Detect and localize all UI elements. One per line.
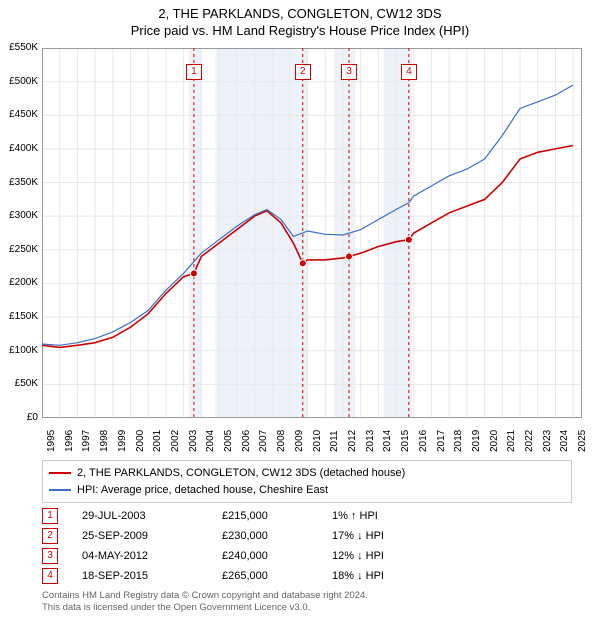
sale-date: 25-SEP-2009	[82, 530, 222, 542]
x-tick-label: 2024	[559, 430, 570, 452]
sale-number-box: 1	[42, 508, 58, 524]
footer-line1: Contains HM Land Registry data © Crown c…	[42, 590, 572, 602]
legend: 2, THE PARKLANDS, CONGLETON, CW12 3DS (d…	[42, 460, 572, 503]
y-tick-label: £300K	[2, 210, 38, 221]
sale-price: £240,000	[222, 550, 332, 562]
legend-swatch	[49, 472, 71, 474]
y-tick-label: £150K	[2, 311, 38, 322]
chart-svg	[42, 48, 582, 418]
sale-row: 4 18-SEP-2015£265,00018% ↓ HPI	[42, 566, 572, 586]
sale-marker-box: 3	[341, 64, 357, 80]
sale-hpi-delta: 18% ↓ HPI	[332, 570, 452, 582]
sale-date: 04-MAY-2012	[82, 550, 222, 562]
x-tick-label: 2001	[152, 430, 163, 452]
x-tick-label: 2014	[382, 430, 393, 452]
legend-label: HPI: Average price, detached house, Ches…	[77, 482, 328, 499]
title-line2: Price paid vs. HM Land Registry's House …	[0, 23, 600, 40]
title-line1: 2, THE PARKLANDS, CONGLETON, CW12 3DS	[0, 6, 600, 23]
x-axis-labels: 1995 1996 1997 1998 1999 2000 2001 2002 2003 2004…	[42, 422, 582, 462]
x-tick-label: 2006	[241, 430, 252, 452]
sale-price: £230,000	[222, 530, 332, 542]
legend-swatch	[49, 489, 71, 491]
x-tick-label: 2025	[577, 430, 588, 452]
x-tick-label: 2019	[471, 430, 482, 452]
legend-item: 2, THE PARKLANDS, CONGLETON, CW12 3DS (d…	[49, 465, 565, 482]
x-tick-label: 1998	[99, 430, 110, 452]
sale-hpi-delta: 12% ↓ HPI	[332, 550, 452, 562]
x-tick-label: 2011	[329, 430, 340, 452]
sale-price: £215,000	[222, 510, 332, 522]
y-tick-label: £500K	[2, 76, 38, 87]
chart-title: 2, THE PARKLANDS, CONGLETON, CW12 3DS Pr…	[0, 0, 600, 40]
footer-line2: This data is licensed under the Open Gov…	[42, 602, 572, 614]
legend-label: 2, THE PARKLANDS, CONGLETON, CW12 3DS (d…	[77, 465, 405, 482]
y-tick-label: £550K	[2, 42, 38, 53]
x-tick-label: 1995	[46, 430, 57, 452]
x-tick-label: 1997	[81, 430, 92, 452]
chart-plot-area: 1 2 3 4	[42, 48, 582, 418]
x-tick-label: 1996	[64, 430, 75, 452]
sale-number-box: 4	[42, 568, 58, 584]
sale-date: 18-SEP-2015	[82, 570, 222, 582]
sale-marker-box: 2	[295, 64, 311, 80]
y-tick-label: £100K	[2, 345, 38, 356]
sale-hpi-delta: 17% ↓ HPI	[332, 530, 452, 542]
y-tick-label: £200K	[2, 277, 38, 288]
x-tick-label: 2017	[436, 430, 447, 452]
x-tick-label: 1999	[117, 430, 128, 452]
x-tick-label: 2010	[312, 430, 323, 452]
x-tick-label: 2003	[188, 430, 199, 452]
sale-marker-box: 1	[186, 64, 202, 80]
x-tick-label: 2016	[418, 430, 429, 452]
y-tick-label: £250K	[2, 244, 38, 255]
sale-row: 2 25-SEP-2009£230,00017% ↓ HPI	[42, 526, 572, 546]
x-tick-label: 2009	[294, 430, 305, 452]
x-tick-label: 2018	[453, 430, 464, 452]
x-tick-label: 2021	[506, 430, 517, 452]
y-tick-label: £350K	[2, 177, 38, 188]
x-tick-label: 2002	[170, 430, 181, 452]
x-tick-label: 2020	[489, 430, 500, 452]
sale-row: 1 29-JUL-2003£215,0001% ↑ HPI	[42, 506, 572, 526]
y-tick-label: £50K	[2, 378, 38, 389]
sale-number-box: 3	[42, 548, 58, 564]
x-tick-label: 2013	[365, 430, 376, 452]
sale-row: 3 04-MAY-2012£240,00012% ↓ HPI	[42, 546, 572, 566]
sale-date: 29-JUL-2003	[82, 510, 222, 522]
x-tick-label: 2000	[135, 430, 146, 452]
x-tick-label: 2004	[205, 430, 216, 452]
y-tick-label: £400K	[2, 143, 38, 154]
attribution-footer: Contains HM Land Registry data © Crown c…	[42, 590, 572, 614]
x-tick-label: 2012	[347, 430, 358, 452]
y-tick-label: £450K	[2, 109, 38, 120]
sale-number-box: 2	[42, 528, 58, 544]
x-tick-label: 2008	[276, 430, 287, 452]
legend-item: HPI: Average price, detached house, Ches…	[49, 482, 565, 499]
x-tick-label: 2015	[400, 430, 411, 452]
sale-hpi-delta: 1% ↑ HPI	[332, 510, 452, 522]
sale-marker-box: 4	[401, 64, 417, 80]
sale-price: £265,000	[222, 570, 332, 582]
chart-container: 2, THE PARKLANDS, CONGLETON, CW12 3DS Pr…	[0, 0, 600, 620]
x-tick-label: 2022	[524, 430, 535, 452]
y-tick-label: £0	[2, 412, 38, 423]
sales-table: 1 29-JUL-2003£215,0001% ↑ HPI 2 25-SEP-2009…	[42, 506, 572, 586]
x-tick-label: 2005	[223, 430, 234, 452]
x-tick-label: 2007	[258, 430, 269, 452]
x-tick-label: 2023	[542, 430, 553, 452]
